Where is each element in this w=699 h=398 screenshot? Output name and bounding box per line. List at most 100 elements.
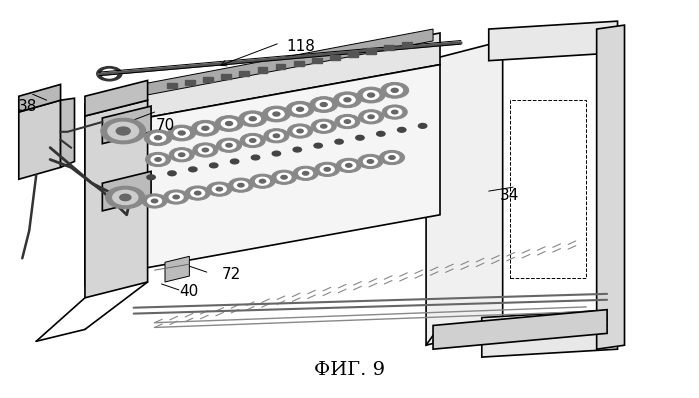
Circle shape: [387, 86, 403, 95]
Circle shape: [278, 174, 291, 181]
Bar: [348, 52, 358, 57]
Circle shape: [96, 66, 122, 81]
Circle shape: [222, 141, 236, 149]
Circle shape: [113, 190, 138, 205]
Circle shape: [381, 82, 409, 98]
Polygon shape: [61, 98, 75, 168]
Circle shape: [194, 191, 201, 195]
Circle shape: [164, 190, 189, 204]
Polygon shape: [165, 256, 189, 282]
Polygon shape: [140, 29, 433, 96]
Circle shape: [296, 107, 303, 111]
Polygon shape: [85, 80, 147, 116]
Circle shape: [155, 158, 161, 161]
Bar: [258, 67, 267, 72]
Circle shape: [368, 93, 375, 97]
Circle shape: [256, 177, 269, 185]
Circle shape: [272, 151, 280, 156]
Circle shape: [226, 143, 232, 147]
Polygon shape: [134, 64, 440, 270]
Circle shape: [293, 166, 318, 180]
Circle shape: [234, 181, 247, 189]
Circle shape: [116, 127, 130, 135]
Circle shape: [273, 134, 280, 138]
Circle shape: [363, 91, 379, 100]
Circle shape: [231, 159, 239, 164]
Bar: [240, 70, 250, 76]
Circle shape: [358, 154, 383, 169]
Circle shape: [173, 195, 179, 199]
Circle shape: [178, 131, 185, 135]
Circle shape: [210, 163, 218, 168]
Bar: [384, 45, 394, 51]
Circle shape: [293, 127, 307, 135]
Circle shape: [346, 164, 352, 167]
Circle shape: [169, 193, 183, 201]
Circle shape: [191, 189, 205, 197]
Circle shape: [359, 110, 384, 124]
Circle shape: [303, 172, 309, 175]
Circle shape: [311, 119, 336, 133]
Polygon shape: [426, 41, 503, 345]
Polygon shape: [85, 88, 134, 136]
Circle shape: [380, 150, 405, 165]
Circle shape: [151, 156, 165, 164]
Bar: [366, 49, 376, 54]
Circle shape: [333, 92, 361, 108]
Circle shape: [174, 129, 189, 137]
Circle shape: [192, 120, 219, 136]
Circle shape: [335, 114, 360, 129]
Circle shape: [229, 178, 254, 192]
Circle shape: [398, 127, 406, 132]
Bar: [203, 77, 213, 82]
Text: 38: 38: [18, 99, 38, 113]
Circle shape: [252, 155, 260, 160]
Circle shape: [287, 124, 312, 138]
Circle shape: [364, 113, 378, 121]
Polygon shape: [85, 120, 134, 286]
Circle shape: [297, 129, 303, 133]
Circle shape: [120, 194, 131, 201]
Circle shape: [199, 146, 212, 154]
Circle shape: [239, 111, 266, 127]
Circle shape: [298, 170, 312, 177]
Circle shape: [202, 126, 209, 130]
Polygon shape: [19, 84, 61, 112]
Circle shape: [344, 98, 351, 102]
Circle shape: [250, 174, 275, 188]
Circle shape: [273, 112, 280, 116]
Bar: [330, 55, 340, 60]
Circle shape: [189, 167, 197, 172]
Circle shape: [108, 122, 138, 140]
Bar: [403, 42, 412, 47]
Polygon shape: [489, 21, 617, 60]
Circle shape: [316, 100, 331, 109]
Circle shape: [250, 139, 256, 142]
Circle shape: [385, 154, 399, 162]
Circle shape: [292, 105, 308, 114]
Circle shape: [154, 136, 161, 140]
Circle shape: [178, 153, 185, 156]
Bar: [167, 83, 177, 88]
Circle shape: [152, 199, 158, 203]
Circle shape: [315, 162, 340, 176]
Circle shape: [169, 148, 194, 162]
Polygon shape: [597, 25, 624, 349]
Circle shape: [259, 179, 266, 183]
Circle shape: [388, 108, 402, 116]
Circle shape: [142, 194, 167, 208]
Circle shape: [310, 97, 338, 113]
Circle shape: [391, 88, 398, 92]
Polygon shape: [102, 171, 151, 211]
Text: 34: 34: [500, 187, 519, 203]
Circle shape: [335, 139, 343, 144]
Circle shape: [320, 103, 327, 107]
Circle shape: [106, 186, 145, 209]
Text: 72: 72: [222, 267, 240, 282]
Circle shape: [270, 132, 283, 140]
Circle shape: [145, 152, 171, 167]
Circle shape: [357, 87, 385, 103]
Circle shape: [207, 182, 232, 196]
Circle shape: [262, 106, 290, 122]
Circle shape: [317, 122, 331, 130]
